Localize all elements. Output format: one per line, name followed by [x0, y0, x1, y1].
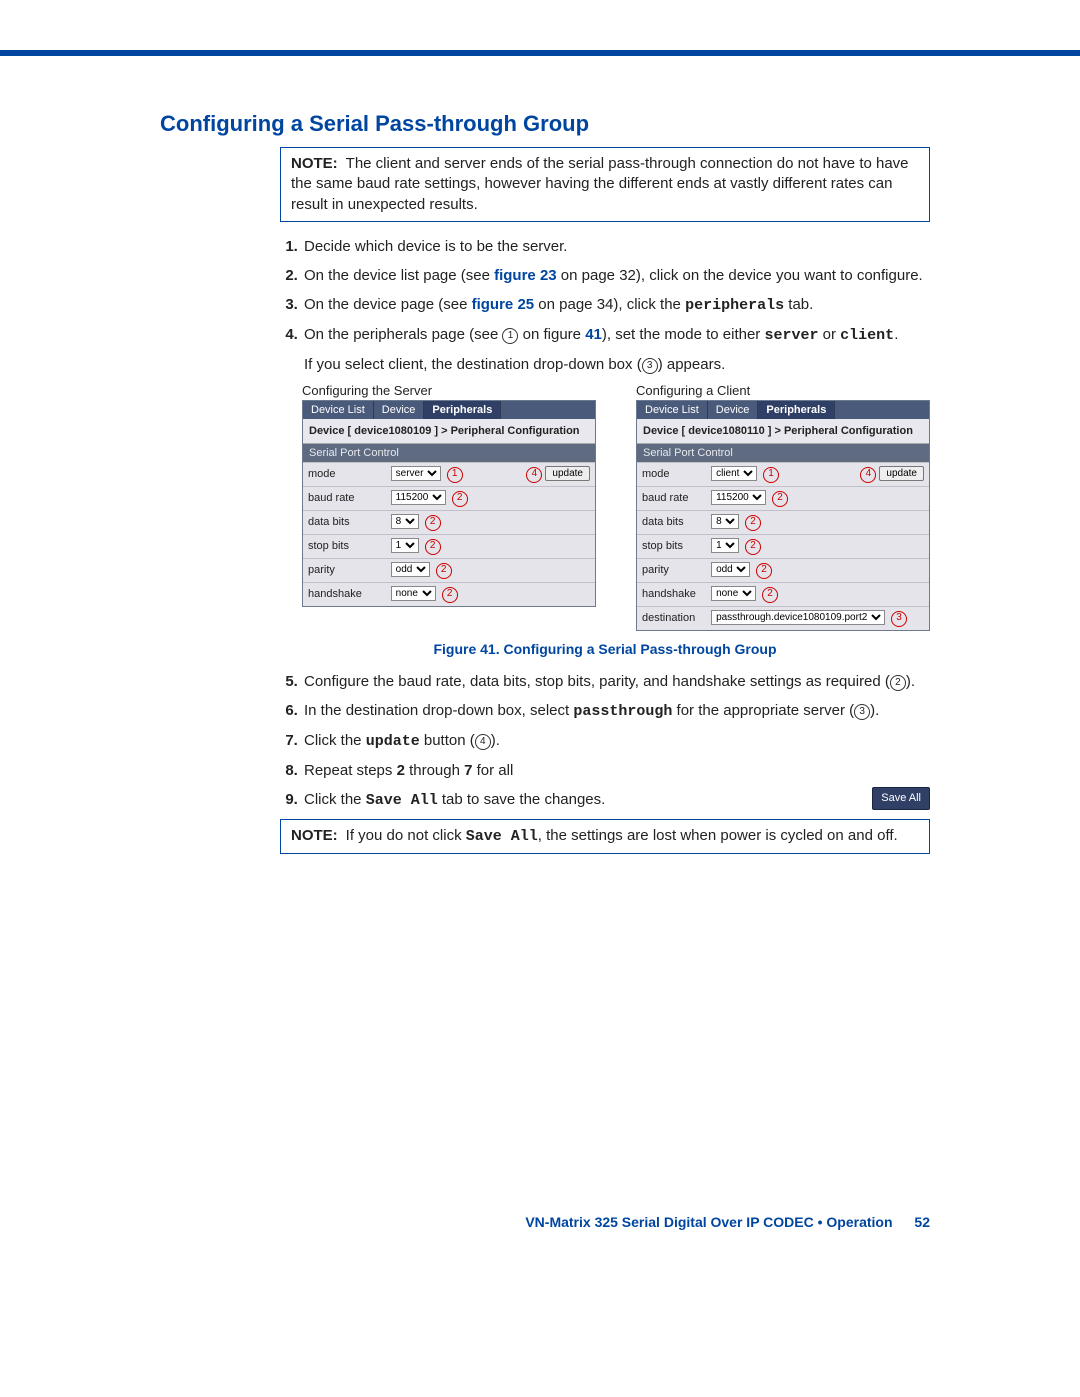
step-7: Click the update button (4).	[302, 730, 930, 752]
note-box-2: NOTE:If you do not click Save All, the s…	[280, 819, 930, 854]
tab-peripherals[interactable]: Peripherals	[758, 401, 835, 419]
stopbits-select[interactable]: 1	[711, 538, 739, 553]
step-6: In the destination drop-down box, select…	[302, 700, 930, 722]
baud-select[interactable]: 115200	[711, 490, 766, 505]
figure-caption: Figure 41. Configuring a Serial Pass-thr…	[280, 641, 930, 657]
top-border	[0, 50, 1080, 56]
callout-1: 1	[502, 328, 518, 344]
mode-select[interactable]: client	[711, 466, 757, 481]
tab-device[interactable]: Device	[374, 401, 425, 419]
tab-peripherals[interactable]: Peripherals	[424, 401, 501, 419]
step-1: Decide which device is to be the server.	[302, 236, 930, 257]
server-panel: Device List Device Peripherals Device [ …	[302, 400, 596, 607]
steps-list: Decide which device is to be the server.…	[280, 236, 930, 375]
note-box-1: NOTE:The client and server ends of the s…	[280, 147, 930, 222]
update-button[interactable]: update	[879, 466, 924, 481]
mode-select[interactable]: server	[391, 466, 441, 481]
breadcrumb: Device [ device1080110 ] > Peripheral Co…	[637, 419, 929, 444]
page-footer: VN-Matrix 325 Serial Digital Over IP COD…	[0, 1214, 930, 1230]
stopbits-select[interactable]: 1	[391, 538, 419, 553]
destination-select[interactable]: passthrough.device1080109.port2	[711, 610, 885, 625]
figure-25-link[interactable]: figure 25	[472, 296, 535, 313]
tab-device[interactable]: Device	[708, 401, 759, 419]
update-button[interactable]: update	[545, 466, 590, 481]
parity-select[interactable]: odd	[391, 562, 430, 577]
figure-23-link[interactable]: figure 23	[494, 267, 557, 284]
step-5: Configure the baud rate, data bits, stop…	[302, 671, 930, 692]
breadcrumb: Device [ device1080109 ] > Peripheral Co…	[303, 419, 595, 444]
server-shot-title: Configuring the Server	[302, 383, 596, 398]
save-all-button[interactable]: Save All	[872, 787, 930, 810]
step-8: Repeat steps 2 through 7 for all	[302, 760, 930, 781]
step-4: On the peripherals page (see 1 on figure…	[302, 324, 930, 375]
section-header: Serial Port Control	[637, 444, 929, 462]
handshake-select[interactable]: none	[711, 586, 756, 601]
section-heading: Configuring a Serial Pass-through Group	[160, 111, 930, 137]
baud-select[interactable]: 115200	[391, 490, 446, 505]
tab-device-list[interactable]: Device List	[303, 401, 374, 419]
note-label: NOTE:	[291, 155, 338, 172]
handshake-select[interactable]: none	[391, 586, 436, 601]
parity-select[interactable]: odd	[711, 562, 750, 577]
databits-select[interactable]: 8	[711, 514, 739, 529]
client-panel: Device List Device Peripherals Device [ …	[636, 400, 930, 631]
databits-select[interactable]: 8	[391, 514, 419, 529]
client-shot-title: Configuring a Client	[636, 383, 930, 398]
callout-3: 3	[642, 358, 658, 374]
step-9: Click the Save All tab to save the chang…	[302, 789, 930, 811]
step-3: On the device page (see figure 25 on pag…	[302, 294, 930, 316]
note-text: The client and server ends of the serial…	[291, 155, 909, 213]
step-2: On the device list page (see figure 23 o…	[302, 265, 930, 286]
section-header: Serial Port Control	[303, 444, 595, 462]
tab-device-list[interactable]: Device List	[637, 401, 708, 419]
